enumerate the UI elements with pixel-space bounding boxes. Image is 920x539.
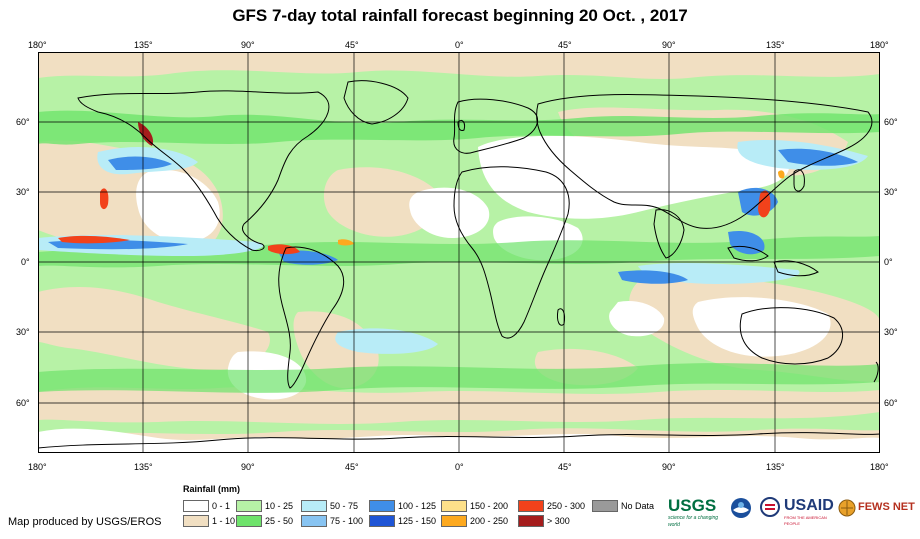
legend-label: 50 - 75 xyxy=(330,501,359,511)
legend-title: Rainfall (mm) xyxy=(183,484,241,494)
legend-swatch xyxy=(518,515,544,527)
usgs-logo-text: USGS xyxy=(668,496,717,515)
lat-label: 0° xyxy=(884,257,893,267)
legend-label: 10 - 25 xyxy=(265,501,294,511)
lon-label: 90° xyxy=(241,462,255,472)
lat-label: 60° xyxy=(884,117,898,127)
usaid-seal-icon xyxy=(760,497,780,517)
country-borders xyxy=(38,80,880,449)
noaa-emblem-icon xyxy=(731,498,751,518)
legend-label: 250 - 300 xyxy=(547,501,586,511)
legend-label: 200 - 250 xyxy=(470,516,509,526)
legend-label: 1 - 10 xyxy=(212,516,236,526)
fewsnet-logo-text: FEWS NET xyxy=(858,501,915,513)
noaa-logo xyxy=(730,497,754,529)
legend-label: 125 - 150 xyxy=(398,516,437,526)
map-title: GFS 7-day total rainfall forecast beginn… xyxy=(232,6,688,25)
legend-label: > 300 xyxy=(547,516,570,526)
legend-swatch xyxy=(301,500,327,512)
lat-label: 30° xyxy=(16,187,30,197)
lat-label: 30° xyxy=(884,327,898,337)
lon-label: 180° xyxy=(28,462,47,472)
lat-label: 60° xyxy=(16,117,30,127)
legend-label: 150 - 200 xyxy=(470,501,509,511)
legend-label: 0 - 1 xyxy=(212,501,231,511)
legend-swatch xyxy=(236,500,262,512)
map-frame xyxy=(38,52,880,453)
legend-label: 100 - 125 xyxy=(398,501,437,511)
legend-swatch xyxy=(183,500,209,512)
lat-label: 60° xyxy=(884,398,898,408)
usaid-tagline: FROM THE AMERICAN PEOPLE xyxy=(784,515,827,526)
lon-label: 90° xyxy=(662,462,676,472)
lon-label: 135° xyxy=(134,462,153,472)
lon-label: 135° xyxy=(766,462,785,472)
legend-swatch xyxy=(301,515,327,527)
legend-swatch xyxy=(369,515,395,527)
lon-label: 45° xyxy=(558,462,572,472)
usgs-logo: USGS science for a changing world xyxy=(668,497,728,529)
lon-label: 135° xyxy=(766,40,785,50)
graticule xyxy=(38,52,880,453)
lon-label: 180° xyxy=(28,40,47,50)
legend-label: 25 - 50 xyxy=(265,516,294,526)
legend-swatch xyxy=(441,515,467,527)
legend-swatch xyxy=(518,500,544,512)
usaid-logo-text: USAID xyxy=(784,497,834,514)
legend-swatch xyxy=(236,515,262,527)
fewsnet-globe-icon xyxy=(838,499,856,517)
lon-label: 45° xyxy=(558,40,572,50)
lat-label: 30° xyxy=(884,187,898,197)
lon-label: 135° xyxy=(134,40,153,50)
lon-label: 180° xyxy=(870,462,889,472)
usaid-logo: USAID FROM THE AMERICAN PEOPLE xyxy=(784,497,836,529)
map-credit: Map produced by USGS/EROS xyxy=(8,516,162,528)
extreme-rain-areas xyxy=(58,122,785,255)
legend-swatch xyxy=(441,500,467,512)
rainfall-map xyxy=(38,52,880,453)
lon-label: 45° xyxy=(345,462,359,472)
legend-swatch xyxy=(369,500,395,512)
usaid-seal-logo xyxy=(760,497,782,529)
lon-label: 90° xyxy=(241,40,255,50)
lat-label: 60° xyxy=(16,398,30,408)
legend-label: No Data xyxy=(621,501,655,511)
lat-label: 0° xyxy=(21,257,30,267)
usgs-tagline: science for a changing world xyxy=(668,515,719,528)
fewsnet-logo: FEWS NET xyxy=(838,497,918,529)
lat-label: 30° xyxy=(16,327,30,337)
lon-label: 45° xyxy=(345,40,359,50)
legend-label: 75 - 100 xyxy=(330,516,364,526)
legend-swatch xyxy=(592,500,618,512)
lon-label: 0° xyxy=(455,40,464,50)
lon-label: 180° xyxy=(870,40,889,50)
lon-label: 90° xyxy=(662,40,676,50)
lon-label: 0° xyxy=(455,462,464,472)
legend-swatch xyxy=(183,515,209,527)
